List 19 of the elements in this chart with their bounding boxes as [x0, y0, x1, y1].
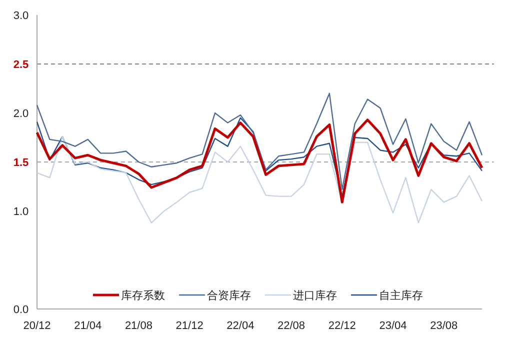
y-tick-label: 1.5	[13, 157, 29, 169]
x-tick-label: 23/04	[379, 320, 407, 332]
y-tick-label: 1.0	[13, 206, 29, 218]
x-tick-label: 22/08	[278, 320, 306, 332]
y-tick-label: 0.0	[13, 304, 29, 316]
x-tick-label: 22/12	[328, 320, 356, 332]
legend-label: 自主库存	[379, 289, 423, 302]
legend-label: 库存系数	[121, 289, 165, 302]
y-tick-label: 2.0	[13, 108, 29, 120]
x-tick-label: 21/08	[124, 320, 152, 332]
x-tick-label: 23/08	[430, 320, 458, 332]
x-tick-label: 21/12	[176, 320, 204, 332]
legend-label: 进口库存	[293, 289, 337, 302]
y-tick-label: 2.5	[13, 59, 29, 71]
legend-label: 合资库存	[207, 289, 251, 302]
y-tick-label: 3.0	[13, 10, 29, 22]
x-tick-label: 22/04	[226, 320, 254, 332]
x-tick-label: 21/04	[74, 320, 102, 332]
x-tick-label: 20/12	[23, 320, 51, 332]
